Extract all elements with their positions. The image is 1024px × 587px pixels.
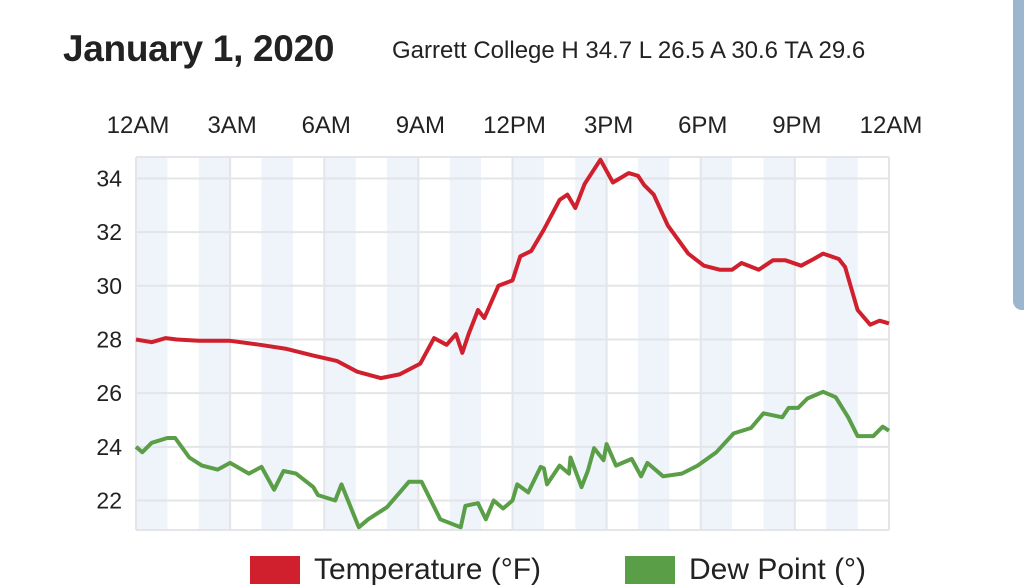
hour-band <box>198 157 231 530</box>
hour-band <box>261 157 293 530</box>
chart-subtitle: Garrett College H 34.7 L 26.5 A 30.6 TA … <box>392 37 866 64</box>
scrollbar-thumb[interactable] <box>1013 0 1024 310</box>
legend-label-temperature: Temperature (°F) <box>314 553 542 586</box>
y-tick-label: 22 <box>96 487 122 513</box>
hour-band <box>324 157 356 530</box>
legend-label-dew-point: Dew Point (°) <box>689 553 867 586</box>
hour-band <box>387 157 419 530</box>
y-tick-label: 24 <box>96 434 122 460</box>
x-tick-label: 9AM <box>396 112 445 139</box>
x-tick-label: 12AM <box>107 112 170 139</box>
legend-item-dew-point[interactable]: Dew Point (°) <box>625 553 866 587</box>
y-tick-label: 34 <box>96 165 122 191</box>
legend-swatch-temperature <box>250 556 300 584</box>
x-tick-label: 6AM <box>302 112 351 139</box>
y-tick-label: 28 <box>96 326 122 352</box>
dew-point-line <box>134 389 891 530</box>
temperature-line <box>135 157 890 381</box>
legend-item-temperature[interactable]: Temperature (°F) <box>250 553 541 587</box>
x-tick-label: 3PM <box>584 112 633 139</box>
hour-band <box>826 157 858 530</box>
x-tick-label: 12PM <box>483 112 546 139</box>
x-tick-label: 6PM <box>678 112 727 139</box>
chart-title: January 1, 2020 <box>63 28 335 69</box>
hour-band <box>763 157 795 530</box>
legend-swatch-dew-point <box>625 556 675 584</box>
x-tick-label: 9PM <box>772 112 821 139</box>
x-tick-label: 3AM <box>207 112 256 139</box>
hour-band <box>575 157 607 530</box>
y-tick-label: 26 <box>96 380 122 406</box>
hour-band <box>700 157 733 530</box>
x-tick-label: 12AM <box>860 112 923 139</box>
y-tick-label: 32 <box>96 219 122 245</box>
y-tick-label: 30 <box>96 273 122 299</box>
